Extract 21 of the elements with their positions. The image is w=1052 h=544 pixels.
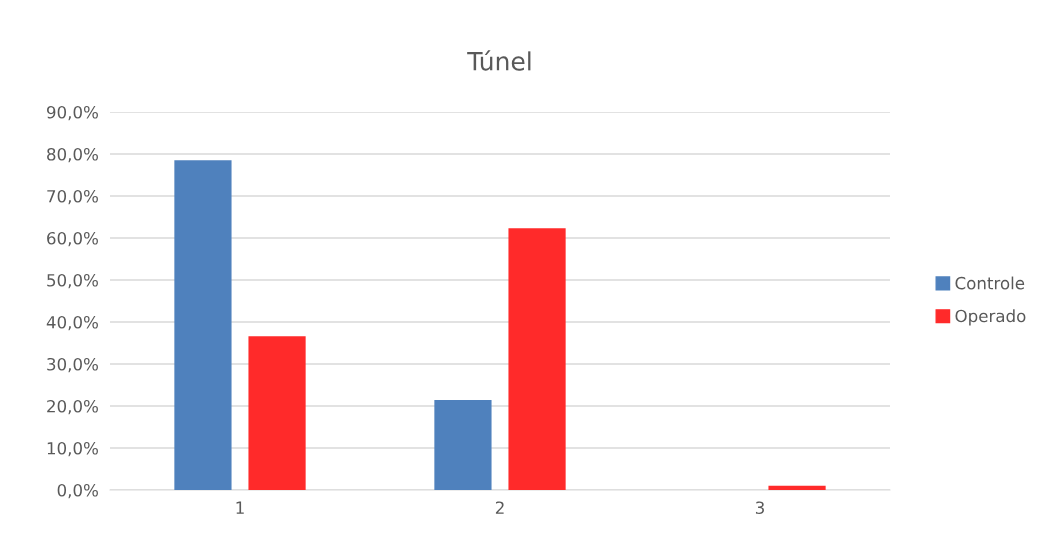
y-tick-label: 10,0% [47,441,98,457]
bar [174,160,232,490]
bar [248,336,306,490]
bar [434,400,492,490]
x-tick-label: 2 [495,501,504,514]
y-tick-label: 0,0% [57,483,98,499]
x-tick-label: 1 [236,501,244,514]
y-tick-label: 20,0% [47,399,98,415]
y-tick-label: 90,0% [46,105,98,121]
y-tick-label: 30,0% [47,357,98,373]
y-tick-label: 40,0% [46,315,98,331]
y-tick-label: 60,0% [47,231,98,247]
bar [768,485,826,490]
y-tick-label: 80,0% [47,147,98,163]
x-tick-label: 3 [755,501,764,515]
legend-label: Operado [955,309,1026,326]
legend-label: Controle [955,276,1025,290]
chart-title: Túnel [467,50,531,71]
bar [508,228,566,490]
y-tick-label: 70,0% [47,189,98,205]
y-tick-label: 50,0% [47,273,98,289]
